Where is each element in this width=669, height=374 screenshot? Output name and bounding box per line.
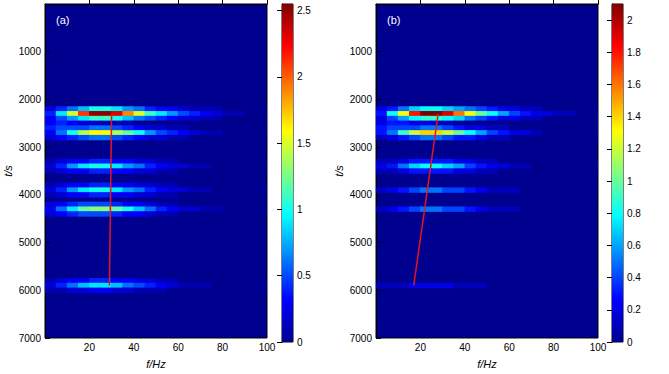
svg-text:0.6: 0.6 xyxy=(627,240,641,251)
svg-text:4000: 4000 xyxy=(19,189,42,200)
svg-text:1.2: 1.2 xyxy=(627,143,641,154)
svg-text:1000: 1000 xyxy=(19,46,42,57)
svg-text:(a): (a) xyxy=(56,14,69,26)
svg-text:4000: 4000 xyxy=(350,189,373,200)
svg-text:60: 60 xyxy=(173,342,185,353)
svg-text:0.5: 0.5 xyxy=(297,270,311,281)
svg-text:2000: 2000 xyxy=(350,94,373,105)
svg-text:80: 80 xyxy=(217,342,229,353)
svg-text:2000: 2000 xyxy=(19,94,42,105)
svg-text:f/Hz: f/Hz xyxy=(477,358,497,370)
svg-text:1: 1 xyxy=(627,176,633,187)
svg-text:80: 80 xyxy=(548,342,560,353)
svg-text:1.5: 1.5 xyxy=(297,138,311,149)
svg-text:3000: 3000 xyxy=(350,142,373,153)
svg-text:40: 40 xyxy=(128,342,140,353)
svg-text:t/s: t/s xyxy=(333,165,345,177)
svg-text:5000: 5000 xyxy=(19,237,42,248)
svg-text:2.5: 2.5 xyxy=(297,5,311,16)
svg-text:40: 40 xyxy=(459,342,471,353)
svg-text:6000: 6000 xyxy=(19,285,42,296)
svg-text:0: 0 xyxy=(297,337,303,348)
svg-text:1: 1 xyxy=(297,204,303,215)
svg-text:t/s: t/s xyxy=(2,165,14,177)
svg-text:1.4: 1.4 xyxy=(627,111,641,122)
svg-text:f/Hz: f/Hz xyxy=(146,358,166,370)
svg-text:3000: 3000 xyxy=(19,142,42,153)
svg-text:5000: 5000 xyxy=(350,237,373,248)
svg-text:1.8: 1.8 xyxy=(627,47,641,58)
svg-text:7000: 7000 xyxy=(19,333,42,344)
svg-text:0: 0 xyxy=(627,337,633,348)
svg-text:0.8: 0.8 xyxy=(627,208,641,219)
svg-text:20: 20 xyxy=(415,342,427,353)
svg-text:60: 60 xyxy=(504,342,516,353)
svg-text:2: 2 xyxy=(297,71,303,82)
svg-text:0.2: 0.2 xyxy=(627,304,641,315)
svg-text:2: 2 xyxy=(627,15,633,26)
svg-text:6000: 6000 xyxy=(350,285,373,296)
svg-text:1000: 1000 xyxy=(350,46,373,57)
svg-text:1.6: 1.6 xyxy=(627,79,641,90)
svg-text:7000: 7000 xyxy=(350,333,373,344)
svg-text:20: 20 xyxy=(84,342,96,353)
svg-text:(b): (b) xyxy=(387,14,400,26)
svg-text:0.4: 0.4 xyxy=(627,272,641,283)
svg-text:100: 100 xyxy=(590,342,607,353)
svg-text:100: 100 xyxy=(259,342,276,353)
